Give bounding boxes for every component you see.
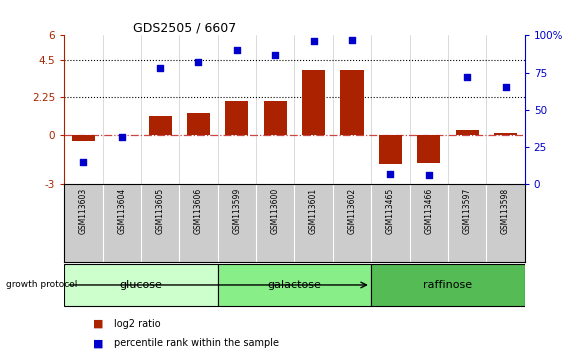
Bar <box>340 70 364 135</box>
Bar <box>417 135 440 162</box>
Text: GSM113600: GSM113600 <box>271 188 280 234</box>
Bar <box>302 70 325 135</box>
Text: GSM113602: GSM113602 <box>347 188 356 234</box>
Bar <box>371 264 525 306</box>
Text: GSM113606: GSM113606 <box>194 188 203 234</box>
Text: GSM113466: GSM113466 <box>424 188 433 234</box>
Bar <box>494 133 517 135</box>
Bar <box>379 135 402 164</box>
Text: log2 ratio: log2 ratio <box>114 319 160 329</box>
Point <box>232 47 241 53</box>
Bar <box>264 102 287 135</box>
Bar <box>149 116 171 135</box>
Text: glucose: glucose <box>120 280 162 290</box>
Text: GSM113603: GSM113603 <box>79 188 88 234</box>
Text: percentile rank within the sample: percentile rank within the sample <box>114 338 279 348</box>
Point <box>309 39 318 44</box>
Text: GSM113601: GSM113601 <box>309 188 318 234</box>
Bar <box>456 130 479 135</box>
Point <box>79 159 88 165</box>
Point <box>117 134 127 139</box>
Text: ■: ■ <box>93 319 104 329</box>
Text: ■: ■ <box>93 338 104 348</box>
Bar <box>187 113 210 135</box>
Text: galactose: galactose <box>268 280 321 290</box>
Point <box>347 37 357 43</box>
Text: GSM113465: GSM113465 <box>386 188 395 234</box>
Text: GSM113598: GSM113598 <box>501 188 510 234</box>
Point <box>462 74 472 80</box>
Bar <box>225 102 248 135</box>
Text: GDS2505 / 6607: GDS2505 / 6607 <box>134 21 237 34</box>
Point <box>424 172 433 178</box>
Text: GSM113597: GSM113597 <box>463 188 472 234</box>
Point <box>194 59 203 65</box>
Point <box>156 65 165 71</box>
Bar <box>64 264 217 306</box>
Point <box>271 52 280 58</box>
Bar <box>217 264 371 306</box>
Text: growth protocol: growth protocol <box>6 280 77 290</box>
Bar <box>72 135 95 141</box>
Point <box>501 85 510 90</box>
Text: GSM113599: GSM113599 <box>233 188 241 234</box>
Text: GSM113605: GSM113605 <box>156 188 164 234</box>
Text: raffinose: raffinose <box>423 280 472 290</box>
Point <box>386 171 395 177</box>
Text: GSM113604: GSM113604 <box>117 188 126 234</box>
